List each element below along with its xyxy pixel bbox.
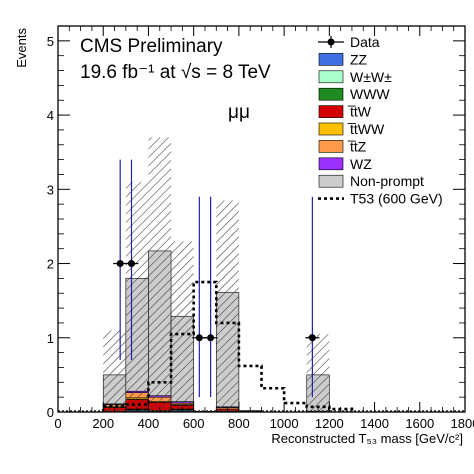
x-tick-label-7: 1400 bbox=[360, 416, 389, 431]
legend-swatch-6 bbox=[318, 140, 344, 153]
legend-label-2: W±W± bbox=[350, 69, 392, 85]
data-point-3 bbox=[207, 334, 215, 342]
y-tick-label-3: 3 bbox=[47, 182, 54, 197]
legend-label-9: T53 (600 GeV) bbox=[350, 191, 443, 207]
legend-label-7: WZ bbox=[350, 156, 372, 172]
y-tick-label-4: 4 bbox=[47, 108, 54, 123]
chart-title: CMS Preliminary bbox=[80, 36, 223, 57]
uncertainty-band bbox=[103, 137, 330, 412]
legend-label-1: ZZ bbox=[350, 51, 368, 67]
legend-swatch-1 bbox=[318, 53, 344, 66]
data-point-1 bbox=[127, 260, 135, 268]
x-tick-label-8: 1600 bbox=[405, 416, 434, 431]
x-tick-label-2: 400 bbox=[138, 416, 160, 431]
x-tick-label-1: 200 bbox=[92, 416, 114, 431]
legend-swatch-7 bbox=[318, 157, 344, 171]
legend-label-8: Non-prompt bbox=[350, 173, 424, 189]
x-tick-label-6: 1200 bbox=[315, 416, 344, 431]
signal-curve bbox=[58, 280, 465, 412]
data-point-2 bbox=[195, 334, 203, 342]
x-tick-label-4: 800 bbox=[228, 416, 250, 431]
legend-label-0: Data bbox=[350, 34, 380, 50]
x-tick-label-0: 0 bbox=[54, 416, 61, 431]
signal-line bbox=[101, 280, 354, 412]
y-tick-label-5: 5 bbox=[47, 34, 54, 49]
y-tick-label-1: 1 bbox=[47, 331, 54, 346]
legend-label-4: t̅tW bbox=[347, 104, 372, 120]
data-points bbox=[113, 159, 320, 398]
legend-label-5: t̅tWW bbox=[347, 121, 385, 137]
y-tick-label-2: 2 bbox=[47, 257, 54, 272]
legend-data-marker bbox=[327, 38, 335, 46]
legend-swatch-2 bbox=[318, 70, 344, 84]
uncertainty-0 bbox=[103, 330, 126, 412]
x-axis-title: Reconstructed T₅₃ mass [GeV/c²] bbox=[271, 431, 463, 446]
uncertainty-3 bbox=[171, 241, 194, 412]
data-point-4 bbox=[308, 334, 316, 342]
x-tick-label-5: 1000 bbox=[270, 416, 299, 431]
legend-label-3: WWW bbox=[350, 86, 390, 102]
uncertainty-2 bbox=[148, 137, 172, 412]
y-tick-label-0: 0 bbox=[47, 405, 54, 420]
data-point-0 bbox=[116, 260, 124, 268]
channel-label: μμ bbox=[228, 102, 250, 123]
uncertainty-9 bbox=[306, 334, 330, 412]
legend-swatch-5 bbox=[318, 122, 344, 136]
y-axis-title: Events bbox=[14, 28, 29, 68]
chart-subtitle: 19.6 fb⁻¹ at √s = 8 TeV bbox=[80, 62, 271, 83]
uncertainty-5 bbox=[216, 200, 239, 412]
legend-swatch-4 bbox=[318, 105, 344, 118]
x-tick-label-3: 600 bbox=[183, 416, 205, 431]
uncertainty-1 bbox=[125, 181, 149, 412]
legend-swatch-8 bbox=[318, 174, 344, 188]
legend-swatch-3 bbox=[318, 87, 344, 101]
legend-label-6: t̅tZ bbox=[347, 138, 367, 154]
